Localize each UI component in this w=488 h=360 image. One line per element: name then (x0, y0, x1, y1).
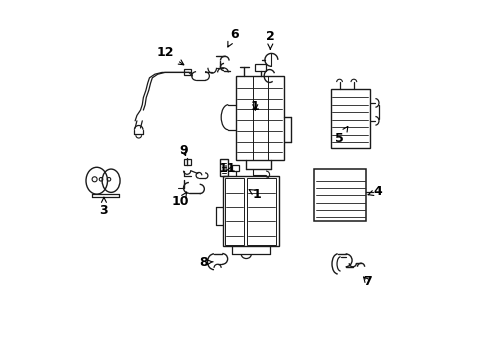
Text: 6: 6 (227, 28, 238, 47)
Bar (314, 169, 366, 221)
Bar (330, 89, 369, 148)
Bar (183, 159, 190, 165)
Text: 2: 2 (265, 30, 274, 49)
Bar (235, 76, 284, 160)
Text: 12: 12 (157, 46, 183, 65)
Bar (255, 64, 265, 71)
Text: 9: 9 (179, 144, 187, 157)
Text: 1: 1 (250, 100, 259, 113)
Bar (220, 159, 227, 176)
Bar (183, 69, 190, 75)
Text: 1: 1 (248, 188, 261, 201)
Bar (247, 178, 276, 244)
Bar (224, 178, 244, 244)
Text: 4: 4 (367, 185, 382, 198)
Bar (231, 165, 239, 171)
Text: 10: 10 (172, 192, 189, 208)
Text: 3: 3 (100, 197, 108, 217)
Text: 11: 11 (218, 162, 236, 175)
Text: 7: 7 (362, 275, 371, 288)
Text: 5: 5 (334, 126, 347, 145)
Text: 8: 8 (199, 256, 213, 269)
Bar (223, 176, 278, 246)
